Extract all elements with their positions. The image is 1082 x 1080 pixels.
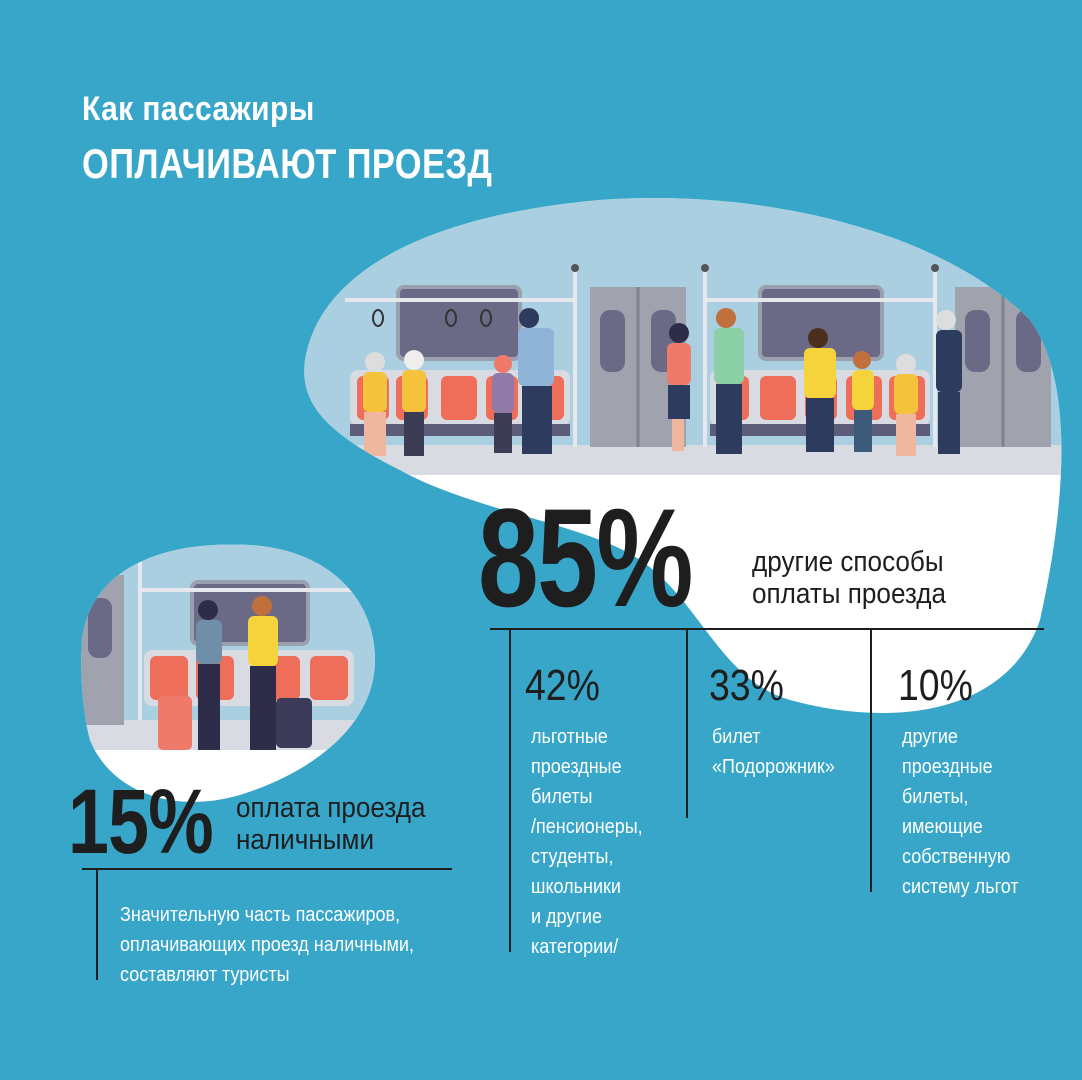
stat-10-description: другие проездные билеты, имеющие собстве… [902, 726, 1019, 898]
cash-caption: оплата проезда наличными [236, 792, 426, 856]
main-percent: 85% [478, 479, 693, 636]
main-caption: другие способы оплаты проезда [752, 546, 946, 610]
main-divider [490, 628, 1044, 630]
stat-42-description: льготные проездные билеты /пенсионеры, с… [531, 726, 643, 958]
title-line-2: ОПЛАЧИВАЮТ ПРОЕЗД [82, 140, 493, 187]
column-divider-1 [509, 628, 511, 952]
cash-vertical-divider [96, 868, 98, 980]
cash-percent: 15% [68, 771, 214, 873]
column-divider-3 [870, 628, 872, 892]
tourists-scene [81, 544, 376, 750]
stat-42-percent: 42% [525, 661, 600, 710]
cash-caption-line-2: наличными [236, 824, 375, 856]
cash-note: Значительную часть пассажиров, оплачиваю… [120, 904, 414, 986]
stat-33-description: билет «Подорожник» [712, 726, 835, 778]
subway-car-scene [304, 197, 1062, 475]
passenger-figures [363, 308, 962, 456]
stat-33-percent: 33% [709, 661, 784, 710]
cash-caption-line-1: оплата проезда [236, 792, 426, 824]
main-caption-line-2: оплаты проезда [752, 578, 947, 610]
main-caption-line-1: другие способы [752, 546, 944, 578]
stat-10-percent: 10% [898, 661, 973, 710]
column-divider-2 [686, 628, 688, 818]
cash-divider [82, 868, 452, 870]
title-line-1: Как пассажиры [82, 90, 315, 128]
